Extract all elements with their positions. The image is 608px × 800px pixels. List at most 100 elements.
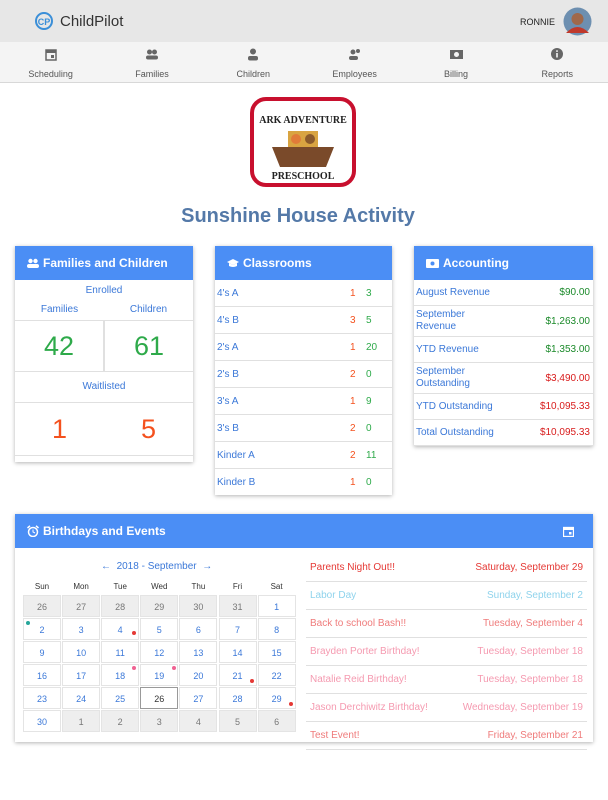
weekday: Fri	[232, 582, 243, 591]
calendar-day[interactable]: 1	[62, 710, 101, 732]
children-count: 61	[104, 320, 194, 372]
calendar-day[interactable]: 5	[140, 618, 179, 640]
calendar-day[interactable]: 4	[101, 618, 140, 640]
calendar-day[interactable]: 29	[257, 687, 296, 709]
prev-month[interactable]: ←	[101, 561, 111, 572]
calendar-day[interactable]: 17	[62, 664, 101, 686]
accounting-row: September Outstanding $3,490.00	[414, 363, 593, 394]
event-name: Natalie Reid Birthday!	[310, 674, 407, 685]
calendar-day[interactable]: 26	[23, 595, 61, 617]
nav-item[interactable]: Children	[203, 42, 304, 82]
accounting-amount: $3,490.00	[545, 372, 591, 384]
classroom-name[interactable]: Kinder A	[217, 449, 255, 461]
calendar-day[interactable]: 31	[218, 595, 257, 617]
accounting-label[interactable]: Total Outstanding	[416, 426, 494, 438]
event-name: Brayden Porter Birthday!	[310, 646, 420, 657]
event-row[interactable]: Test Event! Friday, September 21	[306, 722, 587, 750]
event-row[interactable]: Natalie Reid Birthday! Tuesday, September…	[306, 666, 587, 694]
calendar-day[interactable]: 13	[179, 641, 218, 663]
calendar-day[interactable]: 26	[140, 687, 179, 709]
calendar-day[interactable]: 10	[62, 641, 101, 663]
calendar-day[interactable]: 30	[23, 710, 61, 732]
classroom-name[interactable]: 2's A	[217, 341, 239, 353]
calendar-day[interactable]: 28	[218, 687, 257, 709]
calendar-day[interactable]: 9	[23, 641, 61, 663]
calendar-day[interactable]: 25	[101, 687, 140, 709]
calendar-day[interactable]: 29	[140, 595, 179, 617]
nav-icon	[348, 49, 360, 60]
accounting-amount: $90.00	[559, 287, 590, 298]
calendar-day[interactable]: 2	[101, 710, 140, 732]
nav-item[interactable]: Scheduling	[0, 42, 101, 82]
calendar-day[interactable]: 30	[179, 595, 218, 617]
calendar-day[interactable]: 6	[257, 710, 296, 732]
event-row[interactable]: Parents Night Out!! Saturday, September 2…	[306, 554, 587, 582]
card-title: Classrooms	[243, 256, 312, 270]
nav-label: Children	[236, 69, 271, 79]
calendar-day[interactable]: 20	[179, 664, 218, 686]
nav-item[interactable]: Reports	[507, 42, 608, 82]
calendar-day[interactable]: 5	[218, 710, 257, 732]
event-row[interactable]: Labor Day Sunday, September 2	[306, 582, 587, 610]
event-row[interactable]: Brayden Porter Birthday! Tuesday, Septemb…	[306, 638, 587, 666]
card-header: Classrooms	[215, 246, 392, 280]
accounting-row: Total Outstanding $10,095.33	[414, 420, 593, 446]
calendar-day[interactable]: 27	[62, 595, 101, 617]
calendar-day[interactable]: 23	[23, 687, 61, 709]
calendar-day[interactable]: 22	[257, 664, 296, 686]
weekday: Tue	[113, 582, 127, 591]
next-month[interactable]: →	[202, 561, 213, 572]
calendar-day[interactable]: 11	[101, 641, 140, 663]
event-row[interactable]: Back to school Bash!! Tuesday, September …	[306, 610, 587, 638]
calendar-day[interactable]: 4	[179, 710, 218, 732]
classroom-name[interactable]: 3's A	[217, 395, 239, 407]
avatar[interactable]	[563, 7, 592, 36]
calendar-day[interactable]: 3	[140, 710, 179, 732]
event-row[interactable]: Jason Derchiwitz Birthday! Wednesday, Sep…	[306, 694, 587, 722]
children-label: Children	[129, 304, 168, 315]
calendar-day[interactable]: 16	[23, 664, 61, 686]
classroom-name[interactable]: 2's B	[217, 368, 239, 380]
calendar-day[interactable]: 27	[179, 687, 218, 709]
accounting-label[interactable]: YTD Revenue	[416, 343, 479, 355]
classroom-name[interactable]: 4's B	[217, 314, 239, 326]
accounting-label[interactable]: September Revenue	[416, 309, 465, 332]
calendar-day[interactable]: 2	[23, 618, 61, 640]
calendar-day[interactable]: 14	[218, 641, 257, 663]
calendar-day[interactable]: 7	[218, 618, 257, 640]
calendar-day[interactable]: 15	[257, 641, 296, 663]
accounting-label[interactable]: YTD Outstanding	[416, 400, 493, 412]
accounting-label[interactable]: September Outstanding	[416, 366, 470, 389]
classroom-name[interactable]: 4's A	[217, 287, 239, 299]
nav-item[interactable]: Employees	[304, 42, 405, 82]
nav-item[interactable]: Families	[101, 42, 202, 82]
calendar-day[interactable]: 1	[257, 595, 296, 617]
calendar-button[interactable]	[563, 526, 574, 537]
calendar-day[interactable]: 24	[62, 687, 101, 709]
calendar-day[interactable]: 21	[218, 664, 257, 686]
enrolled-label: Enrolled	[85, 285, 123, 296]
calendar-day[interactable]: 28	[101, 595, 140, 617]
count-b: 0	[366, 368, 372, 380]
classroom-name[interactable]: 3's B	[217, 422, 239, 434]
card-header: Birthdays and Events	[15, 514, 593, 548]
nav-label: Billing	[443, 69, 468, 79]
event-name: Parents Night Out!!	[310, 562, 396, 573]
event-dot	[250, 679, 254, 683]
nav-item[interactable]: Billing	[405, 42, 506, 82]
event-dot	[26, 621, 30, 625]
calendar-day[interactable]: 18	[101, 664, 140, 686]
classroom-name[interactable]: Kinder B	[217, 476, 256, 488]
count-a: 3	[350, 314, 356, 326]
calendar-day[interactable]: 3	[62, 618, 101, 640]
calendar-day[interactable]: 8	[257, 618, 296, 640]
calendar-day[interactable]: 6	[179, 618, 218, 640]
user-name[interactable]: RONNIE	[520, 17, 556, 27]
calendar-day[interactable]: 19	[140, 664, 179, 686]
weekday: Wed	[151, 582, 168, 591]
brand[interactable]: ChildPilot	[60, 13, 124, 30]
calendar-day[interactable]: 12	[140, 641, 179, 663]
accounting-label[interactable]: August Revenue	[416, 286, 490, 298]
